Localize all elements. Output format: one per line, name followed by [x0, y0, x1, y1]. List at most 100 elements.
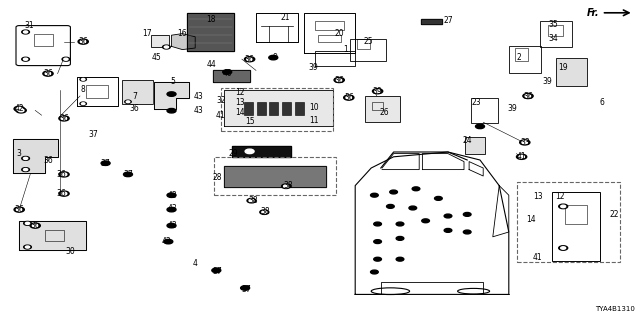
Text: 43: 43: [168, 191, 178, 200]
Text: 40: 40: [222, 69, 232, 78]
Text: 9: 9: [273, 53, 278, 62]
Circle shape: [561, 247, 566, 249]
Circle shape: [396, 222, 404, 226]
Circle shape: [24, 169, 28, 171]
Circle shape: [17, 208, 22, 211]
Bar: [365, 96, 401, 122]
Text: 42: 42: [14, 104, 24, 113]
Circle shape: [241, 286, 250, 290]
Text: 15: 15: [244, 117, 255, 126]
Bar: [214, 157, 336, 195]
Text: 12: 12: [236, 88, 244, 97]
Text: 21: 21: [280, 13, 289, 22]
Bar: [509, 46, 541, 73]
Bar: [295, 102, 304, 115]
Circle shape: [444, 214, 452, 218]
Text: 16: 16: [177, 29, 188, 38]
Circle shape: [26, 246, 29, 248]
Text: 43: 43: [168, 221, 178, 230]
Text: 12: 12: [556, 192, 564, 201]
Text: 37: 37: [123, 170, 133, 179]
Circle shape: [269, 55, 278, 60]
Circle shape: [59, 191, 69, 196]
Text: 34: 34: [548, 34, 559, 43]
Text: 17: 17: [142, 29, 152, 38]
Text: Fr.: Fr.: [586, 8, 599, 18]
Text: 38: 38: [283, 181, 293, 190]
Bar: [257, 102, 266, 115]
Circle shape: [167, 223, 176, 228]
Circle shape: [525, 95, 531, 97]
Text: 11: 11: [309, 116, 318, 125]
Circle shape: [344, 95, 354, 100]
Text: 14: 14: [235, 108, 245, 116]
Polygon shape: [172, 34, 195, 50]
Text: 43: 43: [193, 106, 204, 115]
Text: 36: 36: [56, 170, 66, 179]
Circle shape: [375, 90, 380, 92]
Circle shape: [244, 57, 255, 62]
Circle shape: [81, 103, 85, 105]
Polygon shape: [421, 19, 442, 24]
Text: 7: 7: [132, 92, 137, 100]
Text: 13: 13: [235, 98, 245, 107]
Bar: [515, 48, 528, 61]
Circle shape: [167, 92, 176, 96]
Circle shape: [371, 270, 378, 274]
Circle shape: [463, 212, 471, 216]
Circle shape: [14, 207, 24, 212]
Text: 24: 24: [462, 136, 472, 145]
Text: 25: 25: [363, 37, 373, 46]
Bar: [269, 102, 278, 115]
Circle shape: [262, 211, 267, 213]
Circle shape: [163, 45, 170, 49]
Text: 31: 31: [24, 21, 34, 30]
Text: 8: 8: [81, 85, 86, 94]
Circle shape: [59, 116, 69, 121]
Circle shape: [164, 239, 173, 244]
Bar: [319, 35, 340, 42]
Text: 36: 36: [43, 69, 53, 78]
Bar: [351, 39, 385, 61]
Text: 26: 26: [379, 108, 389, 116]
Text: 13: 13: [532, 192, 543, 201]
Polygon shape: [213, 70, 250, 82]
Text: 38: 38: [248, 196, 258, 204]
Circle shape: [45, 72, 51, 75]
Circle shape: [284, 185, 289, 188]
Text: 4: 4: [193, 260, 198, 268]
Bar: [45, 230, 64, 241]
Circle shape: [24, 58, 28, 60]
Circle shape: [61, 192, 67, 195]
Circle shape: [125, 100, 131, 103]
Text: 41: 41: [216, 111, 226, 120]
Text: 14: 14: [526, 215, 536, 224]
Bar: [552, 192, 600, 261]
Circle shape: [59, 172, 69, 177]
Text: 38: 38: [260, 207, 271, 216]
Circle shape: [409, 206, 417, 210]
Circle shape: [61, 117, 67, 120]
Bar: [244, 102, 253, 115]
Text: 37: 37: [212, 268, 223, 276]
Bar: [315, 21, 344, 30]
Circle shape: [282, 184, 291, 188]
Circle shape: [559, 204, 568, 209]
Bar: [565, 205, 588, 224]
Bar: [151, 35, 169, 47]
Circle shape: [24, 157, 28, 159]
Circle shape: [167, 108, 176, 113]
Bar: [540, 21, 572, 47]
Text: 20: 20: [334, 29, 344, 38]
Text: 39: 39: [507, 104, 517, 113]
Text: 39: 39: [372, 87, 383, 96]
Circle shape: [476, 124, 484, 129]
Circle shape: [387, 204, 394, 208]
Circle shape: [124, 172, 132, 177]
Bar: [34, 34, 53, 46]
Circle shape: [334, 77, 344, 83]
Circle shape: [22, 57, 29, 61]
Circle shape: [374, 222, 381, 226]
Circle shape: [14, 106, 24, 111]
Circle shape: [78, 39, 88, 44]
